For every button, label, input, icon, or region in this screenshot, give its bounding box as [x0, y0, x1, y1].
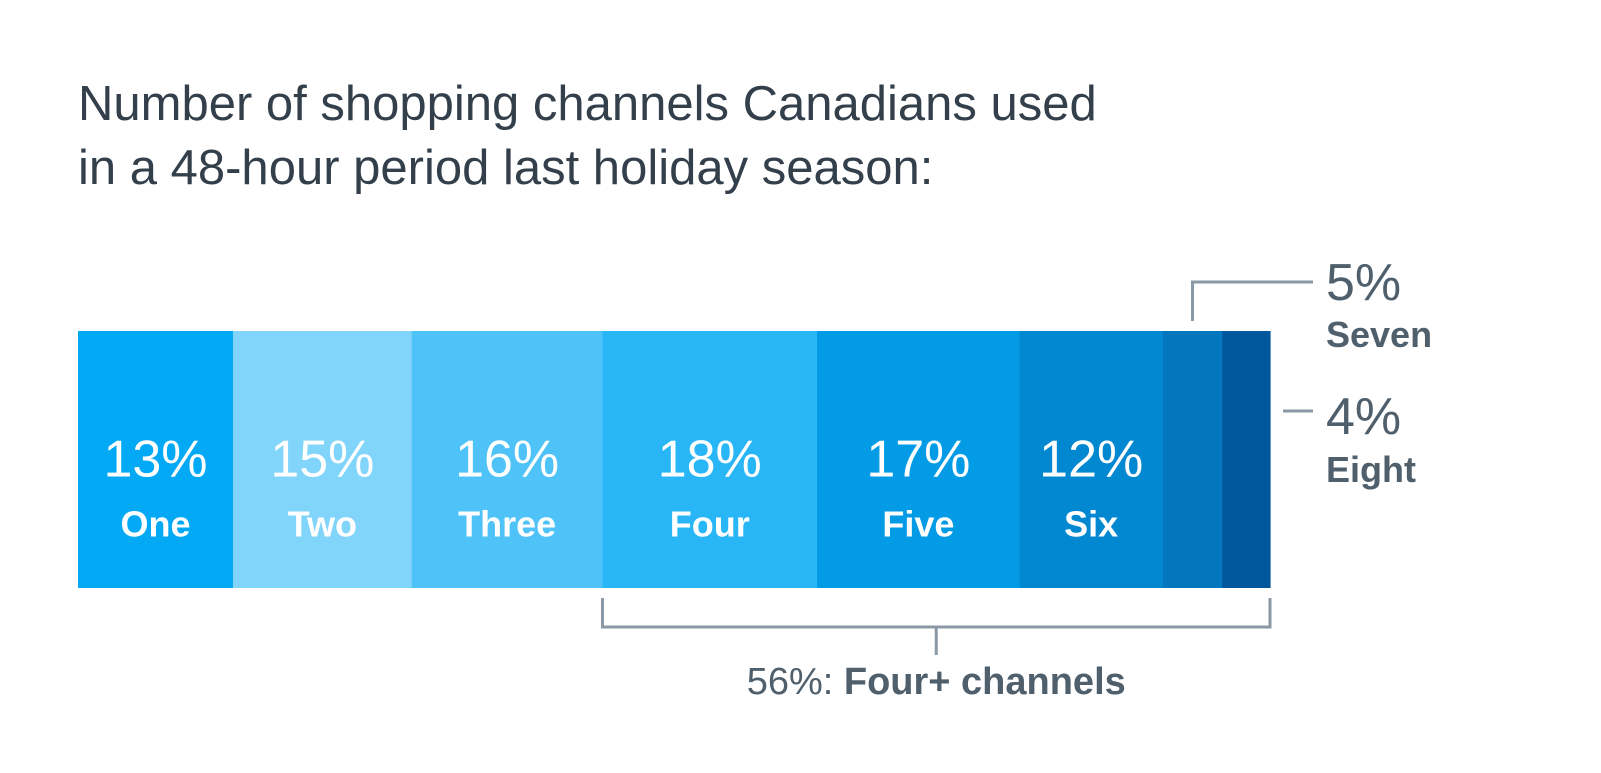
value-label-seven: 5% — [1326, 254, 1401, 312]
chart-title-line-1: Number of shopping channels Canadians us… — [78, 77, 1097, 131]
leader-line-seven — [1191, 280, 1313, 321]
category-label-six: Six — [1064, 504, 1118, 545]
chart-title-line-2: in a 48-hour period last holiday season: — [78, 141, 934, 195]
bracket-four-plus — [600, 598, 1272, 655]
value-label-two: 15% — [270, 431, 374, 489]
summary-text: Four+ channels — [844, 661, 1126, 703]
category-label-four: Four — [670, 504, 750, 545]
category-label-five: Five — [882, 504, 954, 545]
bar-segment-three — [411, 331, 604, 588]
category-label-eight: Eight — [1326, 449, 1416, 490]
bar-segment-four — [602, 331, 818, 588]
value-label-six: 12% — [1039, 431, 1143, 489]
bar-segment-one — [78, 331, 234, 588]
value-label-five: 17% — [866, 431, 970, 489]
category-label-three: Three — [458, 504, 556, 545]
bar-segment-eight — [1222, 331, 1271, 588]
bar-segment-six — [1019, 331, 1164, 588]
category-label-two: Two — [288, 504, 357, 545]
bar-segment-two — [232, 331, 413, 588]
bar-segment-five — [817, 331, 1021, 588]
bar-segment-seven — [1162, 331, 1223, 588]
chart-title: Number of shopping channels Canadians us… — [78, 72, 1097, 200]
value-label-eight: 4% — [1326, 388, 1401, 446]
value-label-one: 13% — [103, 431, 207, 489]
summary-value: 56%: — [747, 661, 844, 703]
value-label-three: 16% — [455, 431, 559, 489]
category-label-one: One — [120, 504, 190, 545]
value-label-four: 18% — [658, 431, 762, 489]
summary-annotation: 56%: Four+ channels — [747, 661, 1126, 703]
category-label-seven: Seven — [1326, 314, 1432, 355]
